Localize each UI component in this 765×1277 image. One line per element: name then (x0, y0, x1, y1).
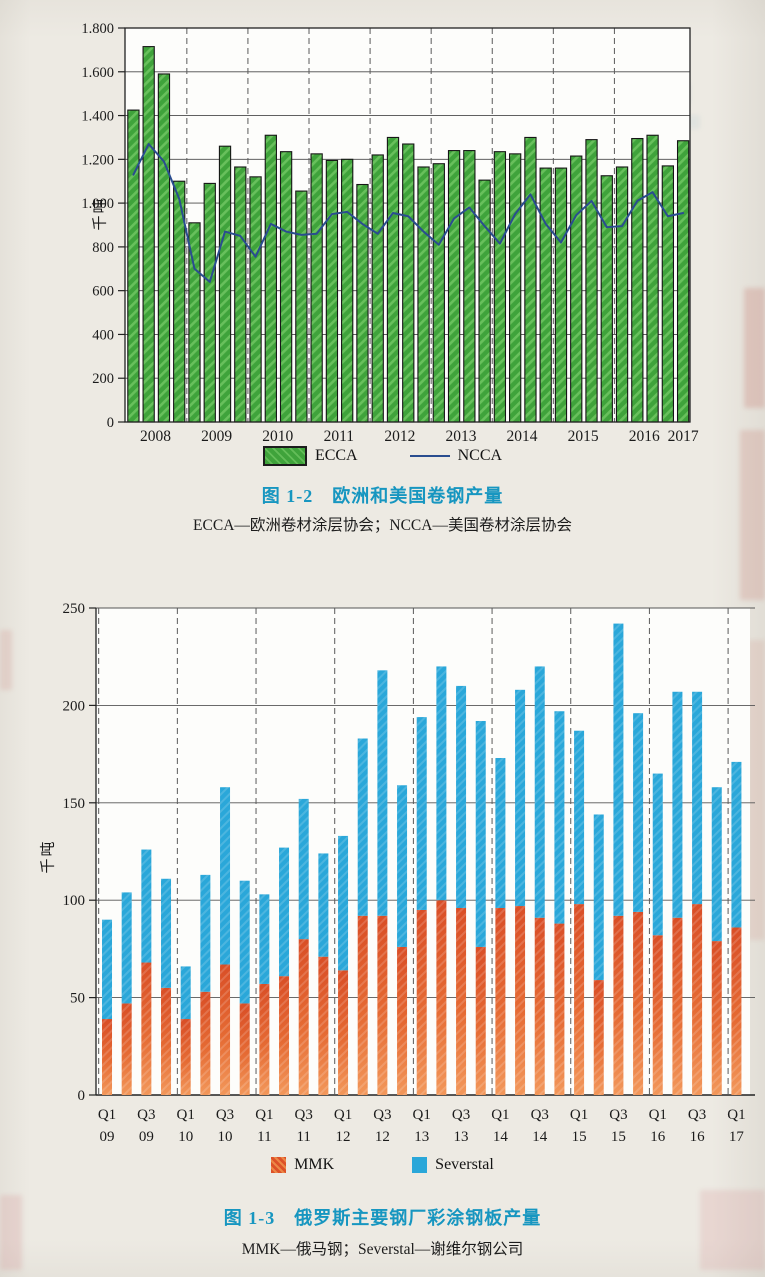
svg-text:1.000: 1.000 (81, 196, 114, 212)
svg-text:2010: 2010 (262, 428, 293, 445)
svg-text:2017: 2017 (668, 428, 699, 445)
figure1-subcaption: ECCA—欧洲卷材涂层协会；NCCA—美国卷材涂层协会 (193, 517, 572, 534)
svg-text:250: 250 (63, 601, 86, 617)
svg-text:800: 800 (92, 240, 114, 256)
svg-text:1.200: 1.200 (81, 152, 114, 168)
ecca-bar-swatch (262, 446, 307, 466)
chart2-legend: MMK Severstal (0, 1156, 765, 1174)
figure2-subcaption: MMK—俄马钢；Severstal—谢维尔钢公司 (241, 1241, 524, 1258)
figure2-caption: 图 1-3 俄罗斯主要钢厂彩涂钢板产量 (223, 1208, 542, 1228)
svg-text:2013: 2013 (445, 428, 476, 445)
svg-text:2015: 2015 (568, 428, 599, 445)
legend-item-mmk: MMK (271, 1156, 334, 1174)
svg-text:2009: 2009 (201, 428, 232, 445)
svg-text:2011: 2011 (324, 428, 354, 445)
svg-text:150: 150 (63, 796, 86, 812)
svg-text:200: 200 (63, 698, 86, 714)
legend-item-ecca: ECCA (262, 446, 358, 466)
svg-text:200: 200 (92, 371, 114, 387)
svg-text:50: 50 (70, 991, 85, 1007)
svg-text:0: 0 (78, 1088, 86, 1104)
svg-text:0: 0 (107, 415, 114, 431)
legend-label-ncca: NCCA (457, 447, 503, 464)
legend-item-severstal: Severstal (412, 1156, 494, 1174)
svg-text:2008: 2008 (140, 428, 171, 445)
svg-text:2014: 2014 (507, 428, 538, 445)
legend-label-severstal: Severstal (435, 1156, 494, 1173)
russian-coated-sheet-chart: 0 50 100 150 200 250 Q1 09 Q3 09 Q1 10 Q3 10 Q1 11 Q3 11 Q… (63, 601, 755, 1145)
severstal-bar-swatch (412, 1157, 428, 1173)
svg-text:1.400: 1.400 (81, 109, 114, 125)
svg-text:2012: 2012 (384, 428, 415, 445)
legend-item-ncca: NCCA (409, 447, 503, 465)
legend-label-mmk: MMK (294, 1156, 335, 1173)
chart1-legend: ECCA NCCA (0, 446, 765, 466)
svg-text:1.800: 1.800 (81, 21, 114, 37)
svg-text:600: 600 (92, 284, 114, 300)
ncca-line-swatch (409, 455, 450, 457)
svg-text:2016: 2016 (629, 428, 660, 445)
svg-text:100: 100 (63, 893, 86, 909)
svg-text:400: 400 (92, 327, 114, 343)
legend-label-ecca: ECCA (314, 447, 358, 464)
figure1-caption: 图 1-2 欧洲和美国卷钢产量 (261, 486, 504, 506)
mmk-bar-swatch (271, 1157, 287, 1173)
coil-steel-production-chart: 0 200 400 600 800 1.000 1.200 1.400 1.600 1.800 20… (81, 21, 699, 445)
svg-text:1.600: 1.600 (81, 65, 114, 81)
